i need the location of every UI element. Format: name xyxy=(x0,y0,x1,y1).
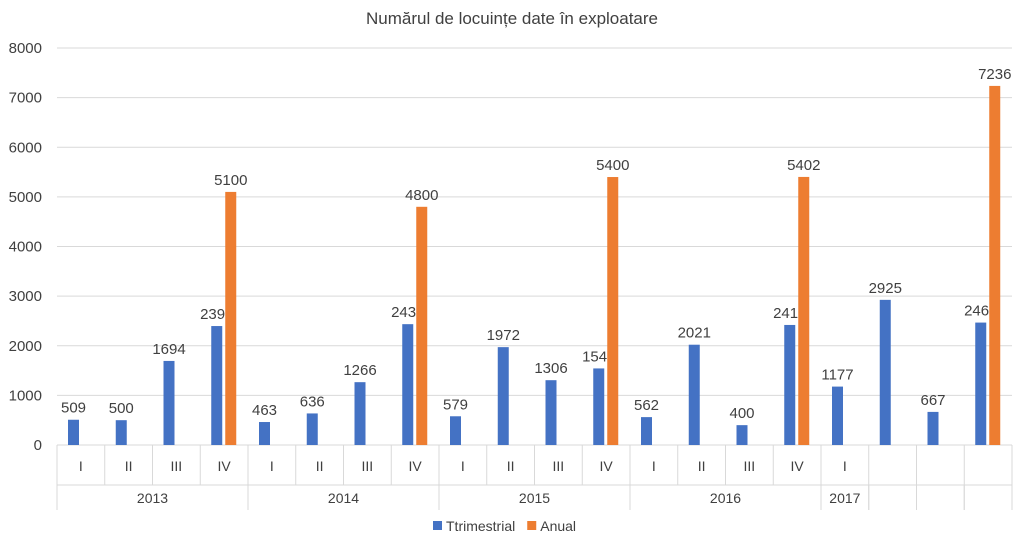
data-label: 579 xyxy=(443,396,468,413)
bar-ttrimestrial xyxy=(545,380,557,445)
y-tick-label: 5000 xyxy=(9,189,42,206)
group-label: 2017 xyxy=(829,490,860,506)
data-label: 4800 xyxy=(405,187,438,204)
bar-anual xyxy=(989,85,1001,445)
x-tick-label: I xyxy=(461,458,465,474)
data-label: 5400 xyxy=(596,157,629,174)
x-tick-label: III xyxy=(553,458,565,474)
bar-anual xyxy=(225,191,237,445)
bar-ttrimestrial xyxy=(593,368,605,445)
data-label: 667 xyxy=(920,392,945,409)
data-label: 5402 xyxy=(787,157,820,174)
bar-ttrimestrial xyxy=(927,411,939,445)
x-tick-label: IV xyxy=(409,458,423,474)
bar-ttrimestrial xyxy=(450,416,461,445)
group-label: 2014 xyxy=(328,490,359,506)
x-tick-label: I xyxy=(843,458,847,474)
y-tick-label: 8000 xyxy=(9,40,42,57)
bar-ttrimestrial xyxy=(259,422,270,445)
group-label: 2015 xyxy=(519,490,550,506)
y-tick-label: 1000 xyxy=(9,387,42,404)
data-label: 2467 xyxy=(964,303,997,320)
x-tick-label: IV xyxy=(791,458,805,474)
data-label: 2925 xyxy=(869,280,902,297)
x-tick-label: IV xyxy=(218,458,232,474)
group-label: 2013 xyxy=(137,490,168,506)
data-label: 509 xyxy=(61,400,86,417)
data-label: 1266 xyxy=(343,362,376,379)
bar-ttrimestrial xyxy=(211,326,223,445)
data-label: 2419 xyxy=(773,305,806,322)
data-label: 562 xyxy=(634,397,659,414)
data-label: 1306 xyxy=(534,360,567,377)
legend-swatch xyxy=(527,521,537,530)
data-label: 5100 xyxy=(214,172,247,189)
bar-ttrimestrial xyxy=(879,299,891,445)
legend-label: Ttrimestrial xyxy=(446,518,515,534)
y-tick-label: 4000 xyxy=(9,239,42,256)
bar-ttrimestrial xyxy=(784,324,796,445)
x-tick-label: III xyxy=(744,458,756,474)
bar-anual xyxy=(607,177,619,445)
x-tick-label: I xyxy=(270,458,274,474)
data-label: 636 xyxy=(300,393,325,410)
legend-label: Anual xyxy=(540,518,576,534)
data-label: 463 xyxy=(252,402,277,419)
legend-swatch xyxy=(433,521,442,530)
x-tick-label: II xyxy=(316,458,324,474)
x-tick-label: II xyxy=(698,458,706,474)
data-label: 7236 xyxy=(978,66,1011,83)
bar-ttrimestrial xyxy=(641,417,652,445)
y-tick-label: 3000 xyxy=(9,288,42,305)
group-label: 2016 xyxy=(710,490,741,506)
bar-ttrimestrial xyxy=(354,382,366,445)
y-tick-label: 2000 xyxy=(9,338,42,355)
bar-ttrimestrial xyxy=(402,324,414,445)
x-tick-label: I xyxy=(652,458,656,474)
chart-title: Numărul de locuințe date în exploatare xyxy=(366,9,658,28)
x-tick-label: II xyxy=(125,458,133,474)
bar-anual xyxy=(416,206,428,445)
bar-ttrimestrial xyxy=(688,344,700,445)
y-tick-label: 0 xyxy=(34,437,42,454)
x-tick-label: III xyxy=(362,458,374,474)
x-tick-label: II xyxy=(507,458,515,474)
data-label: 1543 xyxy=(582,348,615,365)
data-label: 2021 xyxy=(678,325,711,342)
bar-anual xyxy=(798,176,810,445)
x-tick-label: IV xyxy=(600,458,614,474)
data-label: 400 xyxy=(729,405,754,422)
bar-ttrimestrial xyxy=(736,425,748,445)
bar-ttrimestrial xyxy=(115,420,127,445)
bar-ttrimestrial xyxy=(306,413,318,445)
y-tick-label: 7000 xyxy=(9,90,42,107)
x-tick-label: III xyxy=(171,458,183,474)
bar-ttrimestrial xyxy=(163,360,175,445)
bar-ttrimestrial xyxy=(497,347,509,445)
y-tick-label: 6000 xyxy=(9,139,42,156)
data-label: 1177 xyxy=(821,367,853,384)
data-label: 2397 xyxy=(200,306,233,323)
data-label: 1972 xyxy=(487,327,520,344)
bar-ttrimestrial xyxy=(975,322,987,445)
bar-ttrimestrial xyxy=(832,386,843,445)
data-label: 500 xyxy=(109,400,134,417)
data-label: 2435 xyxy=(391,304,424,321)
bar-ttrimestrial xyxy=(68,419,79,445)
x-tick-label: I xyxy=(79,458,83,474)
data-label: 1694 xyxy=(152,341,185,358)
